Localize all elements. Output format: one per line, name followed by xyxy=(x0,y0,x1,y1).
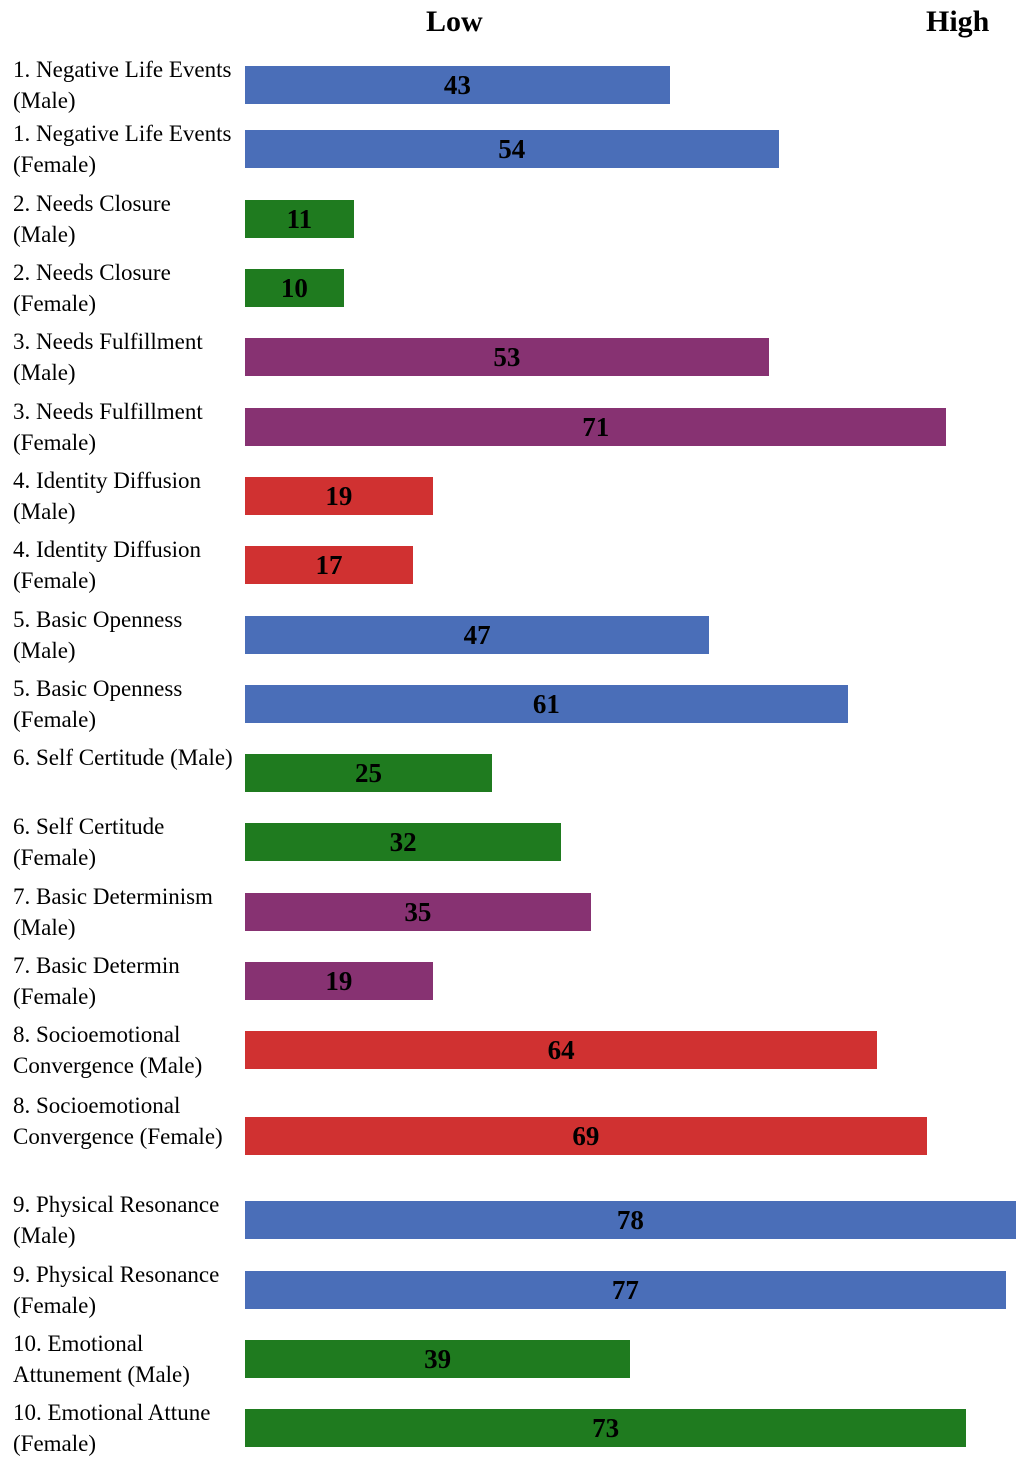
category-label: 7. Basic Determin (Female) xyxy=(13,953,180,1009)
bar-value-label: 39 xyxy=(424,1344,452,1374)
bar-value-label: 71 xyxy=(582,412,610,442)
category-label: 3. Needs Fulfillment (Female) xyxy=(13,399,203,455)
category-label: 10. Emotional Attunement (Male) xyxy=(13,1331,190,1387)
bar-value-label: 10 xyxy=(280,273,308,303)
bar xyxy=(245,1340,631,1378)
category-label: 9. Physical Resonance (Male) xyxy=(13,1192,220,1248)
bar xyxy=(245,962,433,1000)
category-label: 5. Basic Openness (Male) xyxy=(13,607,183,663)
bar xyxy=(245,1117,927,1155)
bar xyxy=(245,1201,1016,1239)
bar-value-label: 77 xyxy=(611,1275,639,1305)
bar xyxy=(245,477,433,515)
bar-value-label: 17 xyxy=(315,550,343,580)
bar-value-label: 64 xyxy=(547,1035,575,1065)
bar-value-label: 54 xyxy=(498,134,526,164)
category-label: 7. Basic Determinism (Male) xyxy=(13,884,213,940)
category-label: 3. Needs Fulfillment (Male) xyxy=(13,329,203,385)
bar xyxy=(245,66,670,104)
bar-value-label: 69 xyxy=(572,1121,600,1151)
bar xyxy=(245,754,492,792)
category-label: 9. Physical Resonance (Female) xyxy=(13,1262,220,1318)
bar xyxy=(245,269,344,307)
axis-label-high: High xyxy=(926,5,990,38)
bar xyxy=(245,200,354,238)
bar-value-label: 25 xyxy=(355,758,382,788)
category-label: 8. Socioemotional Convergence (Male) xyxy=(13,1022,203,1078)
category-label: 4. Identity Diffusion (Female) xyxy=(13,537,202,593)
bar-value-label: 73 xyxy=(592,1413,620,1443)
category-label: 1. Negative Life Events (Male) xyxy=(13,57,232,113)
category-label: 10. Emotional Attune (Female) xyxy=(13,1400,211,1456)
bar xyxy=(245,1409,967,1447)
bar xyxy=(245,685,848,723)
bar-value-label: 32 xyxy=(389,827,417,857)
bar-value-label: 35 xyxy=(404,897,432,927)
axis-label-low: Low xyxy=(426,5,483,38)
category-label: 5. Basic Openness (Female) xyxy=(13,676,183,732)
bar xyxy=(245,338,769,376)
category-label: 1. Negative Life Events (Female) xyxy=(13,121,232,177)
bar-value-label: 11 xyxy=(286,204,313,234)
category-label: 6. Self Certitude (Female) xyxy=(13,814,165,870)
bar-value-label: 19 xyxy=(325,481,353,511)
category-label: 2. Needs Closure (Female) xyxy=(13,260,171,316)
category-label: 2. Needs Closure (Male) xyxy=(13,191,171,247)
bar xyxy=(245,823,562,861)
category-label: 8. Socioemotional Convergence (Female) xyxy=(13,1092,223,1149)
category-label: 4. Identity Diffusion (Male) xyxy=(13,468,202,524)
bar xyxy=(245,546,413,584)
bar-value-label: 47 xyxy=(463,620,491,650)
bar xyxy=(245,893,591,931)
bar-value-label: 78 xyxy=(616,1205,644,1235)
bar-value-label: 53 xyxy=(493,342,521,372)
bar xyxy=(245,1031,878,1069)
bar xyxy=(245,1271,1006,1309)
bar xyxy=(245,130,779,168)
bar xyxy=(245,616,710,654)
bar-value-label: 19 xyxy=(325,966,353,996)
category-label: 6. Self Certitude (Male) xyxy=(13,745,233,770)
bar xyxy=(245,408,947,446)
bar-value-label: 43 xyxy=(443,70,471,100)
bar-value-label: 61 xyxy=(532,689,560,719)
